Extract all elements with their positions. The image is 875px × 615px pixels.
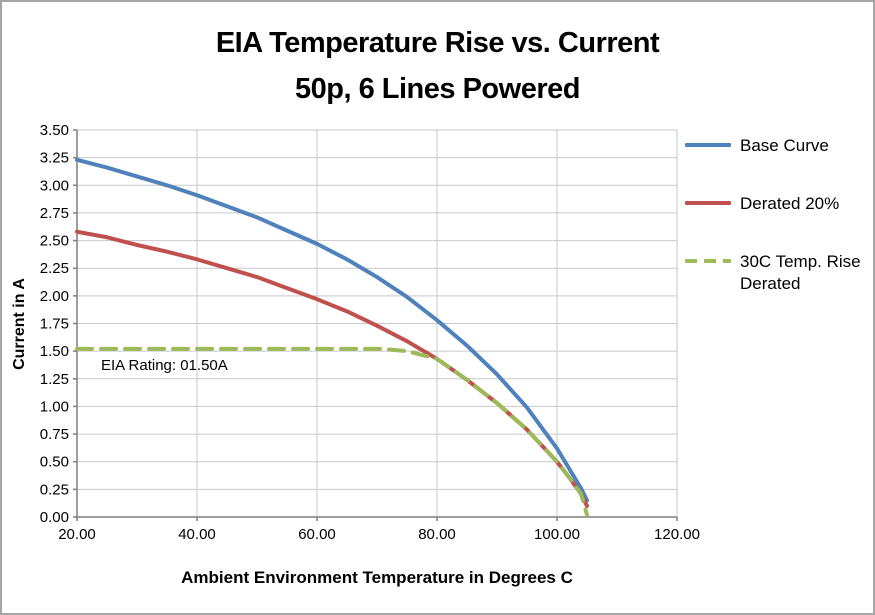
- y-tick-label: 2.00: [40, 288, 69, 305]
- legend-swatch-dashed: [685, 259, 731, 263]
- x-tick-label: 60.00: [298, 526, 336, 543]
- title-block: EIA Temperature Rise vs. Current 50p, 6 …: [2, 20, 873, 112]
- legend-item: Base Curve: [685, 135, 871, 157]
- y-tick-label: 1.00: [40, 398, 69, 415]
- y-tick-label: 2.50: [40, 233, 69, 250]
- y-tick-label: 2.75: [40, 205, 69, 222]
- y-axis-label: Current in A: [11, 277, 29, 370]
- legend-label: Base Curve: [740, 136, 829, 155]
- legend-label: 30C Temp. Rise Derated: [740, 252, 861, 293]
- x-tick-label: 20.00: [58, 526, 96, 543]
- legend-item: 30C Temp. Rise Derated: [685, 251, 871, 295]
- y-tick-label: 1.25: [40, 371, 69, 388]
- x-axis-label: Ambient Environment Temperature in Degre…: [181, 568, 573, 587]
- chart-subtitle: 50p, 6 Lines Powered: [295, 73, 580, 105]
- y-tick-label: 0.75: [40, 426, 69, 443]
- y-tick-label: 2.25: [40, 260, 69, 277]
- y-tick-label: 0.25: [40, 481, 69, 498]
- y-axis-label-container: Current in A: [2, 130, 38, 517]
- legend-label: Derated 20%: [740, 194, 840, 213]
- y-tick-label: 0.50: [40, 454, 69, 471]
- x-tick-label: 40.00: [178, 526, 216, 543]
- x-tick-label: 80.00: [418, 526, 456, 543]
- legend-swatch-solid: [685, 201, 731, 205]
- x-tick-label: 120.00: [654, 526, 700, 543]
- y-tick-label: 3.50: [40, 122, 69, 139]
- y-tick-label: 3.00: [40, 177, 69, 194]
- annotation-eia-rating: EIA Rating: 01.50A: [101, 357, 228, 374]
- y-tick-label: 0.00: [40, 509, 69, 526]
- legend-item: Derated 20%: [685, 193, 871, 215]
- series-base-curve: [75, 157, 589, 503]
- y-tick-label: 1.75: [40, 316, 69, 333]
- x-tick-label: 100.00: [534, 526, 580, 543]
- legend: Base Curve Derated 20% 30C Temp. Rise Dera…: [685, 135, 871, 295]
- y-tick-label: 3.25: [40, 150, 69, 167]
- series-30c-temp-rise-derated: [75, 346, 589, 517]
- chart-title: EIA Temperature Rise vs. Current: [215, 27, 660, 59]
- legend-swatch-solid: [685, 143, 731, 147]
- y-tick-label: 1.50: [40, 343, 69, 360]
